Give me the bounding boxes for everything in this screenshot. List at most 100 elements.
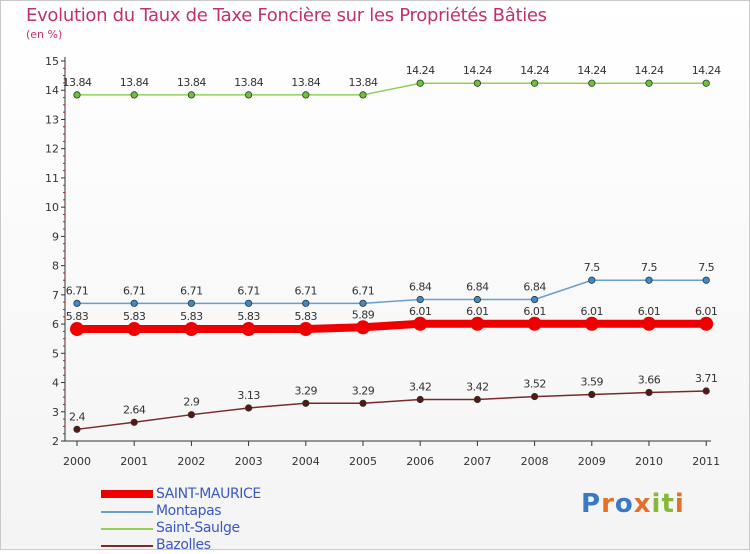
y-tick-label: 4 bbox=[52, 377, 59, 390]
data-point-montapas bbox=[130, 299, 138, 307]
data-point-saint-maurice bbox=[127, 322, 142, 337]
x-tick-label: 2010 bbox=[635, 455, 663, 468]
data-point-montapas bbox=[245, 299, 253, 307]
data-point-montapas bbox=[302, 299, 310, 307]
data-label-bazolles: 2.9 bbox=[183, 396, 199, 409]
data-point-bazolles bbox=[73, 425, 81, 433]
data-label-montapas: 6.71 bbox=[295, 284, 318, 297]
data-point-saint-saulge bbox=[645, 79, 653, 87]
data-label-saint-maurice: 6.01 bbox=[409, 305, 432, 318]
data-point-bazolles bbox=[645, 388, 653, 397]
logo-letter: t bbox=[661, 489, 675, 519]
data-point-bazolles bbox=[130, 418, 138, 426]
data-point-bazolles bbox=[245, 404, 253, 412]
y-tick-label: 12 bbox=[45, 143, 59, 156]
data-point-saint-maurice bbox=[470, 316, 485, 331]
data-label-saint-saulge: 14.24 bbox=[692, 64, 721, 77]
x-tick-label: 2011 bbox=[692, 455, 720, 468]
data-point-bazolles bbox=[473, 395, 481, 404]
data-label-montapas: 6.71 bbox=[66, 284, 89, 297]
data-point-saint-saulge bbox=[416, 79, 424, 87]
data-label-saint-maurice: 6.01 bbox=[581, 305, 604, 318]
logo-letter: i bbox=[651, 489, 662, 519]
data-label-bazolles: 3.59 bbox=[581, 376, 604, 389]
data-point-saint-saulge bbox=[245, 91, 253, 99]
data-label-saint-saulge: 13.84 bbox=[234, 76, 263, 89]
data-label-montapas: 6.71 bbox=[180, 284, 203, 297]
data-point-saint-maurice bbox=[356, 320, 370, 335]
data-label-saint-saulge: 13.84 bbox=[349, 76, 378, 89]
data-point-bazolles bbox=[187, 411, 195, 419]
data-point-montapas bbox=[645, 276, 653, 284]
x-tick-label: 2009 bbox=[578, 455, 606, 468]
data-label-bazolles: 3.42 bbox=[409, 380, 432, 393]
data-label-montapas: 7.5 bbox=[584, 261, 600, 274]
x-tick-label: 2003 bbox=[235, 455, 263, 468]
y-tick-label: 5 bbox=[52, 347, 59, 360]
data-point-saint-saulge bbox=[302, 91, 310, 99]
legend-swatch bbox=[101, 528, 153, 530]
y-tick-label: 14 bbox=[45, 84, 59, 97]
data-point-saint-saulge bbox=[73, 91, 81, 99]
logo-letter: i bbox=[674, 489, 685, 519]
data-label-bazolles: 3.29 bbox=[352, 384, 375, 397]
data-label-bazolles: 2.4 bbox=[69, 410, 85, 423]
data-point-saint-maurice bbox=[527, 316, 542, 331]
data-point-saint-maurice bbox=[298, 322, 313, 337]
data-label-saint-maurice: 6.01 bbox=[466, 305, 489, 318]
data-point-saint-saulge bbox=[473, 79, 481, 87]
y-tick-label: 13 bbox=[45, 113, 59, 126]
legend-swatch bbox=[101, 490, 153, 498]
data-point-montapas bbox=[359, 299, 367, 307]
y-tick-label: 2 bbox=[52, 435, 59, 448]
data-label-saint-saulge: 14.24 bbox=[406, 64, 435, 77]
data-point-montapas bbox=[702, 276, 710, 284]
data-label-saint-maurice: 5.83 bbox=[295, 310, 318, 323]
data-label-saint-maurice: 6.01 bbox=[523, 305, 546, 318]
legend-swatch bbox=[101, 545, 153, 547]
logo-letter: r bbox=[601, 489, 615, 519]
x-tick-label: 2005 bbox=[349, 455, 377, 468]
y-tick-label: 8 bbox=[52, 260, 59, 273]
data-point-saint-maurice bbox=[642, 316, 656, 331]
data-label-saint-maurice: 6.01 bbox=[638, 305, 661, 318]
data-label-bazolles: 3.52 bbox=[523, 378, 546, 391]
proxiti-logo: Proxiti bbox=[581, 489, 685, 519]
legend-swatch bbox=[101, 511, 153, 513]
data-point-saint-saulge bbox=[359, 91, 367, 99]
x-tick-label: 2006 bbox=[406, 455, 434, 468]
data-label-saint-saulge: 14.24 bbox=[520, 64, 549, 77]
y-tick-label: 11 bbox=[45, 172, 59, 185]
data-label-bazolles: 3.66 bbox=[638, 373, 661, 386]
data-point-saint-saulge bbox=[130, 91, 138, 99]
data-label-montapas: 6.71 bbox=[123, 284, 146, 297]
data-point-bazolles bbox=[588, 390, 596, 399]
series-line-saint-saulge bbox=[77, 82, 707, 96]
x-tick-label: 2000 bbox=[63, 455, 91, 468]
data-label-saint-maurice: 5.89 bbox=[352, 308, 375, 321]
chart-title: Evolution du Taux de Taxe Foncière sur l… bbox=[26, 5, 547, 26]
data-point-montapas bbox=[187, 299, 195, 307]
data-point-saint-maurice bbox=[70, 322, 84, 337]
series-line-saint-maurice bbox=[77, 319, 707, 334]
legend-label: Montapas bbox=[156, 503, 222, 519]
legend-label: SAINT-MAURICE bbox=[156, 486, 261, 502]
y-tick-label: 10 bbox=[45, 201, 59, 214]
y-tick-label: 9 bbox=[52, 230, 59, 243]
data-label-montapas: 6.84 bbox=[409, 281, 432, 294]
data-label-saint-saulge: 13.84 bbox=[63, 76, 92, 89]
logo-letter: P bbox=[581, 489, 602, 519]
y-tick-label: 15 bbox=[45, 55, 59, 68]
data-label-montapas: 7.5 bbox=[641, 261, 657, 274]
data-point-saint-maurice bbox=[184, 322, 199, 337]
data-point-saint-saulge bbox=[530, 79, 539, 87]
data-label-saint-maurice: 5.83 bbox=[66, 310, 89, 323]
data-label-saint-saulge: 14.24 bbox=[463, 64, 492, 77]
x-tick-label: 2004 bbox=[292, 455, 320, 468]
data-point-montapas bbox=[588, 276, 596, 284]
data-label-bazolles: 2.64 bbox=[123, 403, 146, 416]
y-tick-label: 6 bbox=[52, 318, 59, 331]
data-label-bazolles: 3.42 bbox=[466, 380, 489, 393]
data-label-montapas: 6.84 bbox=[523, 281, 546, 294]
